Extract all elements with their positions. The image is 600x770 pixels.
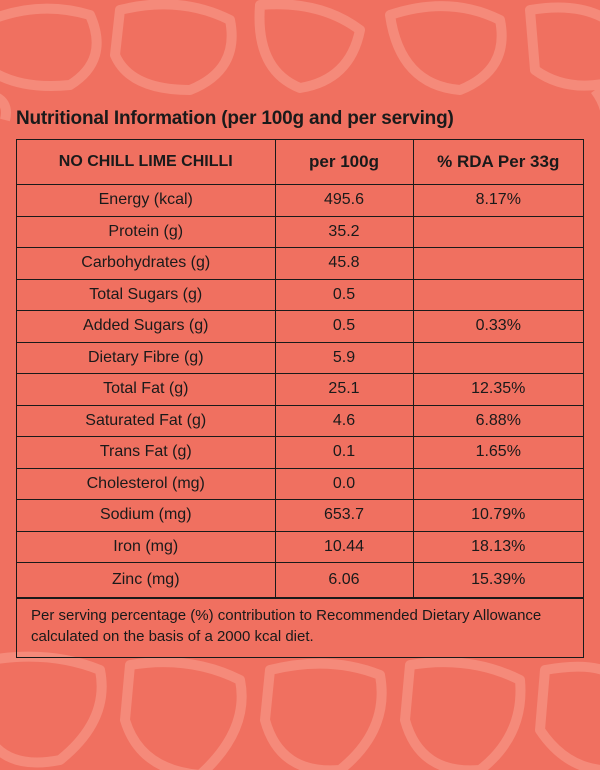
table-row: Carbohydrates (g) 45.8 xyxy=(17,247,583,280)
table-row: Trans Fat (g) 0.1 1.65% xyxy=(17,436,583,469)
nutrient-per-100g: 4.6 xyxy=(274,404,414,437)
nutrient-rda: 8.17% xyxy=(412,184,583,217)
nutrient-rda xyxy=(412,341,583,374)
table-row: Added Sugars (g) 0.5 0.33% xyxy=(17,310,583,343)
header-product-name: NO CHILL LIME CHILLI xyxy=(17,140,276,185)
nutrient-rda: 18.13% xyxy=(412,530,583,563)
nutrient-rda xyxy=(412,278,583,311)
nutrient-per-100g: 0.5 xyxy=(274,310,414,343)
nutrition-table: NO CHILL LIME CHILLI per 100g % RDA Per … xyxy=(16,139,584,658)
nutrient-per-100g: 10.44 xyxy=(274,530,414,563)
nutrient-name: Sodium (mg) xyxy=(17,499,276,532)
nutrient-per-100g: 495.6 xyxy=(274,184,414,217)
nutrient-per-100g: 0.1 xyxy=(274,436,414,469)
nutrient-name: Trans Fat (g) xyxy=(17,436,276,469)
nutrient-name: Zinc (mg) xyxy=(17,562,276,598)
nutrient-rda: 12.35% xyxy=(412,373,583,406)
table-row: Zinc (mg) 6.06 15.39% xyxy=(17,562,583,598)
nutrient-name: Added Sugars (g) xyxy=(17,310,276,343)
table-row: Cholesterol (mg) 0.0 xyxy=(17,467,583,500)
page-title: Nutritional Information (per 100g and pe… xyxy=(16,108,454,129)
nutrient-name: Cholesterol (mg) xyxy=(17,467,276,500)
nutrient-per-100g: 35.2 xyxy=(274,215,414,248)
nutrient-name: Saturated Fat (g) xyxy=(17,404,276,437)
nutrient-name: Carbohydrates (g) xyxy=(17,247,276,280)
table-row: Dietary Fibre (g) 5.9 xyxy=(17,341,583,374)
nutrient-name: Total Sugars (g) xyxy=(17,278,276,311)
nutrient-rda xyxy=(412,467,583,500)
nutrient-name: Total Fat (g) xyxy=(17,373,276,406)
nutrient-rda: 0.33% xyxy=(412,310,583,343)
table-row: Sodium (mg) 653.7 10.79% xyxy=(17,499,583,532)
header-rda: % RDA Per 33g xyxy=(412,140,583,185)
nutrient-name: Iron (mg) xyxy=(17,530,276,563)
rda-footnote: Per serving percentage (%) contribution … xyxy=(17,598,583,657)
nutrient-rda xyxy=(412,247,583,280)
nutrient-name: Protein (g) xyxy=(17,215,276,248)
nutrient-rda: 10.79% xyxy=(412,499,583,532)
nutrient-rda: 15.39% xyxy=(412,562,583,598)
table-row: Protein (g) 35.2 xyxy=(17,215,583,248)
nutrient-per-100g: 25.1 xyxy=(274,373,414,406)
nutrient-per-100g: 5.9 xyxy=(274,341,414,374)
table-row: Iron (mg) 10.44 18.13% xyxy=(17,530,583,563)
table-row: Energy (kcal) 495.6 8.17% xyxy=(17,184,583,217)
table-row: Saturated Fat (g) 4.6 6.88% xyxy=(17,404,583,437)
table-row: Total Sugars (g) 0.5 xyxy=(17,278,583,311)
nutrient-rda xyxy=(412,215,583,248)
table-row: Total Fat (g) 25.1 12.35% xyxy=(17,373,583,406)
table-header-row: NO CHILL LIME CHILLI per 100g % RDA Per … xyxy=(17,140,583,185)
nutrient-rda: 1.65% xyxy=(412,436,583,469)
nutrient-name: Energy (kcal) xyxy=(17,184,276,217)
header-per-100g: per 100g xyxy=(274,140,414,185)
nutrient-rda: 6.88% xyxy=(412,404,583,437)
nutrient-per-100g: 6.06 xyxy=(274,562,414,598)
nutrient-per-100g: 0.5 xyxy=(274,278,414,311)
nutrient-per-100g: 653.7 xyxy=(274,499,414,532)
nutrient-name: Dietary Fibre (g) xyxy=(17,341,276,374)
nutrient-per-100g: 45.8 xyxy=(274,247,414,280)
nutrient-per-100g: 0.0 xyxy=(274,467,414,500)
